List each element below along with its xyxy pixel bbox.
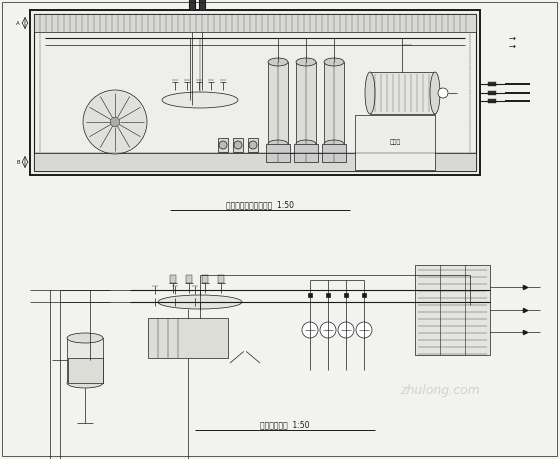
Bar [488, 91, 496, 95]
Ellipse shape [67, 333, 103, 343]
Bar [233, 138, 243, 152]
Ellipse shape [324, 140, 344, 148]
Bar [355, 115, 435, 170]
Bar [268, 62, 288, 144]
Ellipse shape [268, 140, 288, 148]
Bar [189, 0, 195, 10]
Text: 热力站流程图  1:50: 热力站流程图 1:50 [260, 420, 310, 430]
Bar [370, 72, 435, 114]
Bar [324, 62, 344, 144]
Text: →: → [508, 34, 516, 43]
Bar [218, 138, 228, 152]
Text: 热力站设备平面布置图  1:50: 热力站设备平面布置图 1:50 [226, 201, 294, 209]
Ellipse shape [324, 58, 344, 66]
Bar [148, 318, 228, 358]
Bar [186, 275, 192, 283]
Bar [68, 358, 103, 383]
Bar [266, 144, 290, 162]
Ellipse shape [268, 58, 288, 66]
Text: 值班室: 值班室 [389, 139, 400, 145]
Ellipse shape [67, 378, 103, 388]
Ellipse shape [158, 295, 242, 309]
Bar [34, 153, 476, 171]
Text: zhulong.com: zhulong.com [400, 384, 480, 397]
Bar [34, 14, 476, 32]
Bar [415, 265, 490, 355]
Bar [34, 14, 476, 171]
Bar [218, 275, 224, 283]
Bar [322, 144, 346, 162]
Bar [488, 99, 496, 103]
Bar [170, 275, 176, 283]
Ellipse shape [430, 72, 440, 114]
Circle shape [110, 117, 120, 127]
Text: →: → [508, 41, 516, 50]
Bar [296, 62, 316, 144]
Bar [488, 82, 496, 86]
Ellipse shape [296, 58, 316, 66]
Circle shape [234, 141, 242, 149]
Text: B: B [16, 159, 20, 164]
Bar [199, 0, 205, 10]
Bar [294, 144, 318, 162]
Ellipse shape [296, 140, 316, 148]
Circle shape [249, 141, 257, 149]
Ellipse shape [365, 72, 375, 114]
Bar [202, 275, 208, 283]
Circle shape [338, 322, 354, 338]
Circle shape [320, 322, 336, 338]
Bar [30, 10, 480, 175]
Ellipse shape [162, 92, 238, 108]
Text: A: A [16, 21, 20, 26]
Circle shape [302, 322, 318, 338]
Bar [67, 338, 103, 383]
Bar [40, 20, 470, 165]
Circle shape [356, 322, 372, 338]
Bar [248, 138, 258, 152]
Circle shape [219, 141, 227, 149]
Circle shape [83, 90, 147, 154]
Circle shape [438, 88, 448, 98]
